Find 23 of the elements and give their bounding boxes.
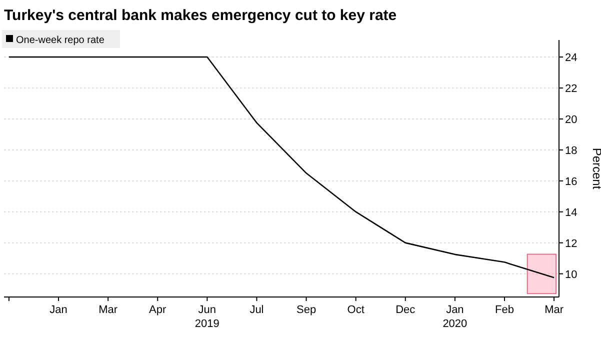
x-tick-label: Jan	[50, 304, 68, 316]
x-tick-label: Feb	[495, 304, 514, 316]
y-tick-label: 18	[565, 144, 578, 157]
chart-title: Turkey's central bank makes emergency cut to key rate	[4, 7, 397, 24]
x-tick-label: Dec	[396, 304, 416, 316]
x-tick-label: Mar	[98, 304, 118, 316]
x-tick-label: Mar	[544, 304, 564, 316]
y-tick-label: 16	[565, 176, 578, 188]
x-tick-label: Oct	[347, 304, 364, 316]
y-tick-label: 10	[565, 268, 578, 281]
x-tick-label: Jan 2020	[442, 304, 468, 330]
line-series	[8, 56, 555, 278]
y-axis-title: Percent	[590, 148, 601, 190]
x-tick-label: Apr	[149, 304, 167, 316]
x-tick-label: Sep	[296, 304, 316, 316]
y-tick-label: 22	[565, 82, 578, 95]
x-tick-label: Jun 2019	[194, 304, 220, 330]
y-tick-label: 24	[565, 52, 578, 64]
y-tick-label: 20	[565, 114, 578, 126]
y-tick-label: 14	[565, 206, 578, 219]
x-tick-label: Jul	[250, 304, 264, 316]
legend-label: One-week repo rate	[16, 35, 105, 46]
y-tick-label: 12	[565, 238, 578, 250]
